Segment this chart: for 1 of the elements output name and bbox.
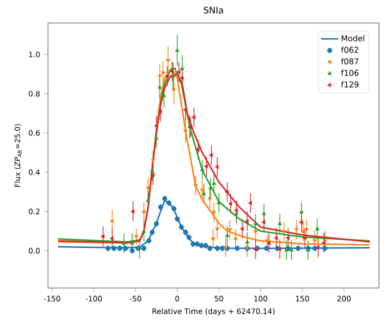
chart-title: SNIa bbox=[204, 6, 223, 14]
